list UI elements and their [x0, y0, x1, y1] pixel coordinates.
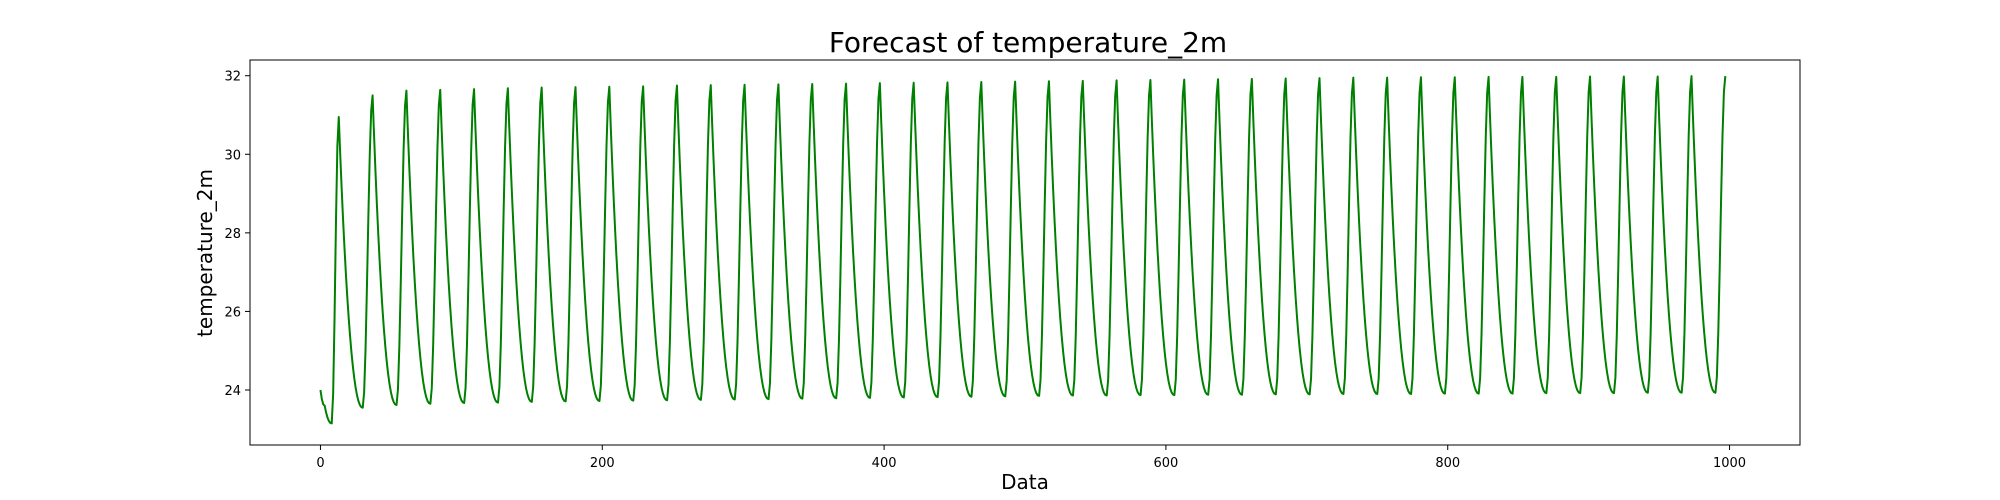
series-line	[319, 75, 1727, 425]
x-tick-label: 1000	[1713, 456, 1746, 471]
y-tick-label: 28	[224, 227, 241, 242]
y-axis-label: temperature_2m	[193, 169, 217, 337]
y-tick-label: 30	[224, 148, 241, 163]
y-axis: 24 26 28 30 32	[224, 70, 250, 399]
x-tick-label: 200	[590, 456, 615, 471]
x-tick-label: 0	[316, 456, 324, 471]
chart-title: Forecast of temperature_2m	[829, 26, 1227, 59]
plot-area	[249, 59, 1801, 446]
x-axis: 0 200 400 600 800 1000	[316, 445, 1746, 471]
y-tick-label: 26	[224, 305, 241, 320]
y-tick-label: 32	[224, 70, 241, 85]
x-tick-label: 400	[872, 456, 897, 471]
x-tick-label: 800	[1435, 456, 1460, 471]
series-layer	[319, 75, 1727, 425]
x-axis-label: Data	[1001, 470, 1049, 494]
x-tick-label: 600	[1153, 456, 1178, 471]
y-tick-label: 24	[224, 384, 241, 399]
